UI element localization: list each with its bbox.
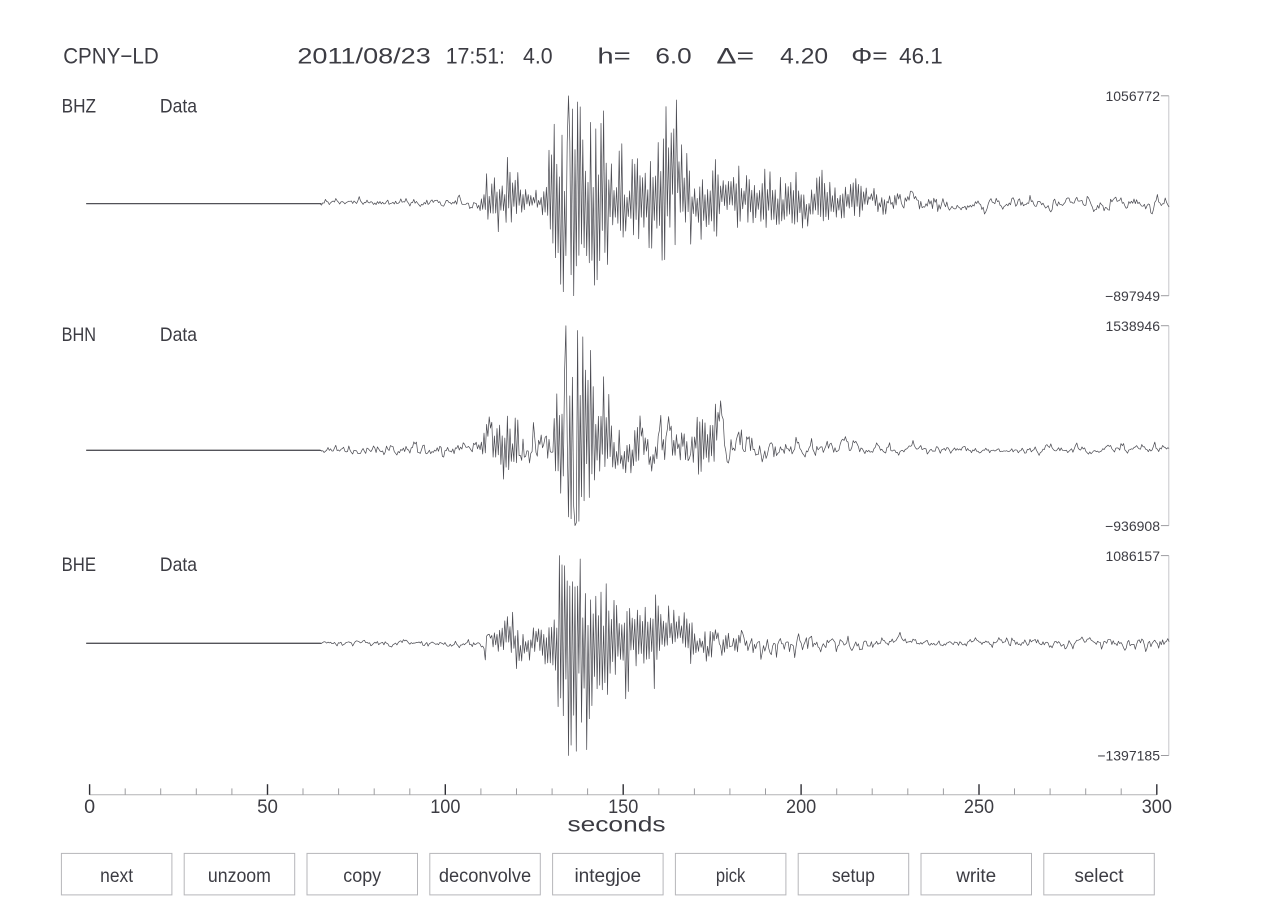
svg-text:50: 50 xyxy=(257,796,278,818)
svg-text:0: 0 xyxy=(84,796,95,818)
svg-text:17:51:: 17:51: xyxy=(446,44,505,69)
svg-text:−897949: −897949 xyxy=(1105,288,1160,304)
svg-text:write: write xyxy=(955,865,996,887)
svg-text:BHN: BHN xyxy=(62,324,96,346)
svg-text:h=: h= xyxy=(597,44,630,69)
svg-text:Φ=: Φ= xyxy=(851,44,887,69)
svg-text:1538946: 1538946 xyxy=(1105,318,1160,334)
svg-text:250: 250 xyxy=(964,796,994,818)
svg-text:integjoe: integjoe xyxy=(574,865,641,887)
svg-text:copy: copy xyxy=(343,865,381,887)
svg-text:Data: Data xyxy=(160,324,197,346)
svg-text:seconds: seconds xyxy=(568,812,666,836)
svg-text:100: 100 xyxy=(430,796,460,818)
svg-text:Data: Data xyxy=(160,95,197,117)
svg-text:46.1: 46.1 xyxy=(899,44,943,69)
svg-text:BHZ: BHZ xyxy=(62,95,96,117)
svg-text:Data: Data xyxy=(160,554,197,576)
svg-text:pick: pick xyxy=(716,865,746,887)
svg-text:Δ=: Δ= xyxy=(716,44,754,69)
svg-text:2011/08/23: 2011/08/23 xyxy=(297,44,430,69)
svg-text:300: 300 xyxy=(1142,796,1172,818)
svg-text:4.0: 4.0 xyxy=(523,44,553,69)
svg-text:−936908: −936908 xyxy=(1105,518,1160,534)
svg-text:−1397185: −1397185 xyxy=(1097,748,1160,764)
svg-text:select: select xyxy=(1074,865,1124,887)
svg-text:200: 200 xyxy=(786,796,816,818)
svg-text:1086157: 1086157 xyxy=(1105,548,1160,564)
svg-text:unzoom: unzoom xyxy=(208,865,271,887)
svg-text:6.0: 6.0 xyxy=(655,44,691,69)
svg-text:next: next xyxy=(100,865,133,887)
svg-text:150: 150 xyxy=(608,796,638,818)
svg-text:setup: setup xyxy=(832,865,875,887)
svg-text:BHE: BHE xyxy=(62,554,96,576)
svg-text:1056772: 1056772 xyxy=(1105,88,1160,104)
svg-text:deconvolve: deconvolve xyxy=(439,865,531,887)
svg-text:CPNY−LD: CPNY−LD xyxy=(63,44,159,69)
svg-text:4.20: 4.20 xyxy=(780,44,828,69)
